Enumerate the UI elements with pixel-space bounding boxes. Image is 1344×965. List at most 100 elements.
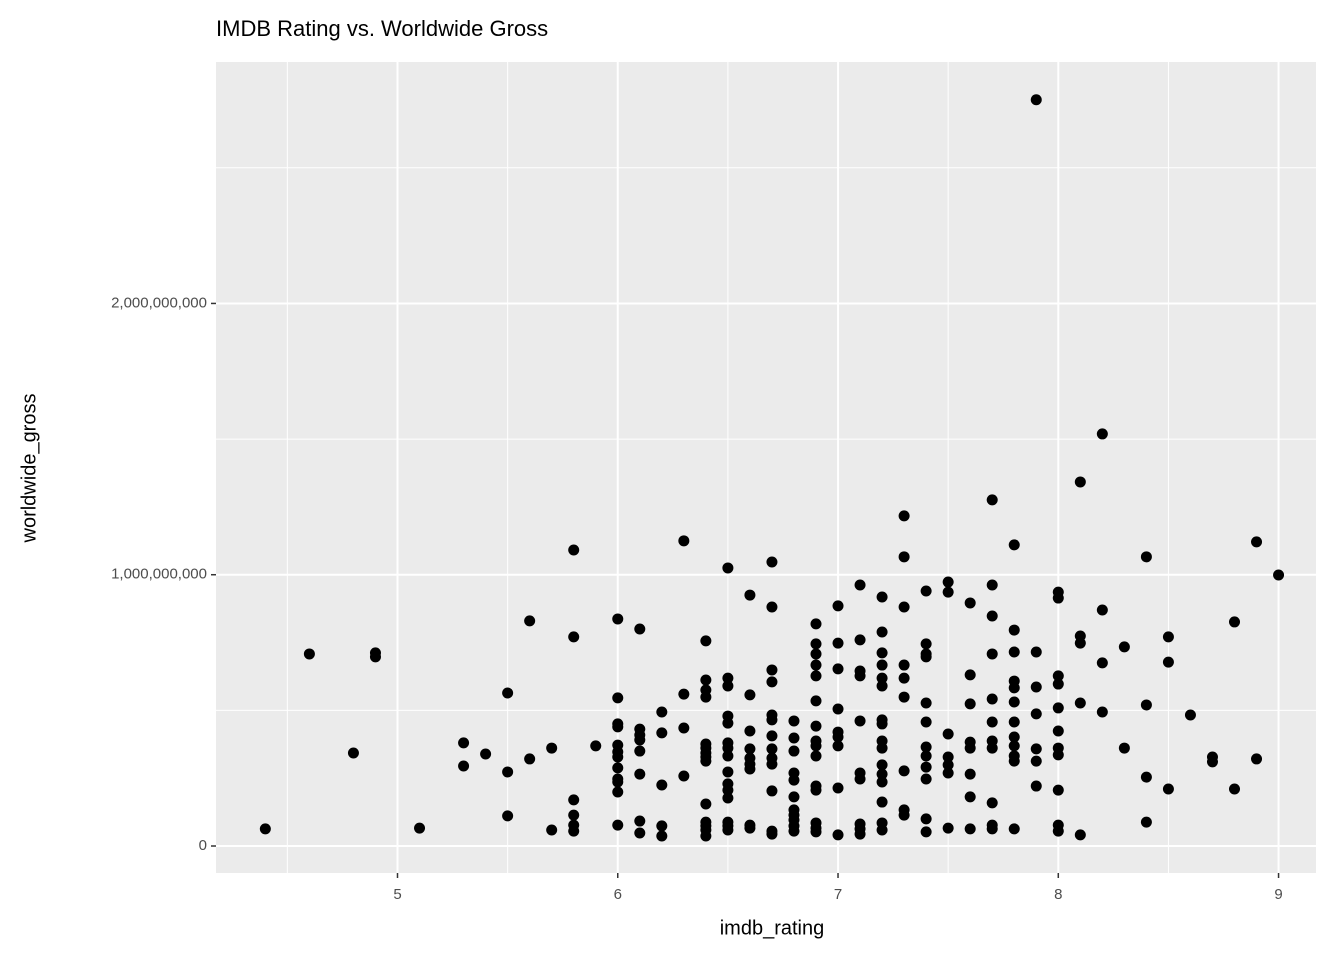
point — [876, 680, 888, 692]
point — [964, 742, 976, 754]
point — [612, 786, 624, 798]
point — [347, 747, 359, 759]
point — [612, 776, 624, 788]
point — [986, 579, 998, 591]
point — [986, 610, 998, 622]
point — [656, 706, 668, 718]
point — [942, 751, 954, 763]
point — [590, 740, 602, 752]
point — [1096, 428, 1108, 440]
point — [1030, 94, 1042, 106]
point — [942, 822, 954, 834]
y-tick-label: 0 — [199, 837, 207, 854]
point — [1030, 743, 1042, 755]
point — [744, 725, 756, 737]
point — [854, 579, 866, 591]
point — [920, 651, 932, 663]
point — [788, 715, 800, 727]
point — [568, 794, 580, 806]
point — [722, 824, 734, 836]
point — [1030, 780, 1042, 792]
point — [1008, 731, 1020, 743]
point — [898, 765, 910, 777]
point — [810, 720, 822, 732]
point — [964, 768, 976, 780]
point — [1184, 709, 1196, 721]
point — [964, 791, 976, 803]
point — [986, 797, 998, 809]
point — [832, 829, 844, 841]
point — [634, 745, 646, 757]
point — [1030, 681, 1042, 693]
point — [920, 826, 932, 838]
point — [259, 823, 271, 835]
point — [678, 688, 690, 700]
point — [766, 785, 778, 797]
point — [303, 648, 315, 660]
point — [854, 670, 866, 682]
point — [898, 672, 910, 684]
point — [1162, 656, 1174, 668]
point — [1052, 670, 1064, 682]
point — [612, 613, 624, 625]
point — [788, 745, 800, 757]
point — [920, 813, 932, 825]
point — [1206, 756, 1218, 768]
point — [854, 715, 866, 727]
point — [766, 758, 778, 770]
point — [964, 597, 976, 609]
point — [369, 651, 381, 663]
point — [678, 535, 690, 547]
point — [942, 767, 954, 779]
point — [634, 768, 646, 780]
y-axis-label: worldwide_gross — [18, 394, 40, 544]
point — [744, 589, 756, 601]
point — [898, 659, 910, 671]
point — [810, 670, 822, 682]
point — [766, 743, 778, 755]
point — [832, 782, 844, 794]
point — [1008, 823, 1020, 835]
point — [1052, 725, 1064, 737]
point — [1052, 678, 1064, 690]
point — [832, 600, 844, 612]
point — [744, 743, 756, 755]
point — [1096, 657, 1108, 669]
point — [810, 695, 822, 707]
point — [502, 766, 514, 778]
point — [744, 689, 756, 701]
point — [832, 637, 844, 649]
point — [1030, 755, 1042, 767]
point — [1229, 783, 1241, 795]
point — [1052, 702, 1064, 714]
point — [964, 698, 976, 710]
point — [788, 791, 800, 803]
point — [920, 750, 932, 762]
point — [810, 740, 822, 752]
point — [986, 823, 998, 835]
points — [259, 94, 1285, 842]
point — [1162, 631, 1174, 643]
point — [1273, 569, 1285, 581]
point — [1251, 753, 1263, 765]
point — [1052, 592, 1064, 604]
point — [1074, 697, 1086, 709]
y-tick-label: 2,000,000,000 — [111, 294, 207, 311]
point — [634, 815, 646, 827]
point — [942, 586, 954, 598]
point — [722, 750, 734, 762]
point — [810, 638, 822, 650]
point — [568, 631, 580, 643]
point — [876, 796, 888, 808]
point — [964, 669, 976, 681]
point — [700, 635, 712, 647]
x-tick-label: 5 — [393, 886, 401, 903]
point — [1140, 699, 1152, 711]
point — [1052, 749, 1064, 761]
point — [876, 776, 888, 788]
point — [744, 822, 756, 834]
point — [942, 576, 954, 588]
point — [524, 753, 536, 765]
point — [920, 585, 932, 597]
point — [810, 648, 822, 660]
